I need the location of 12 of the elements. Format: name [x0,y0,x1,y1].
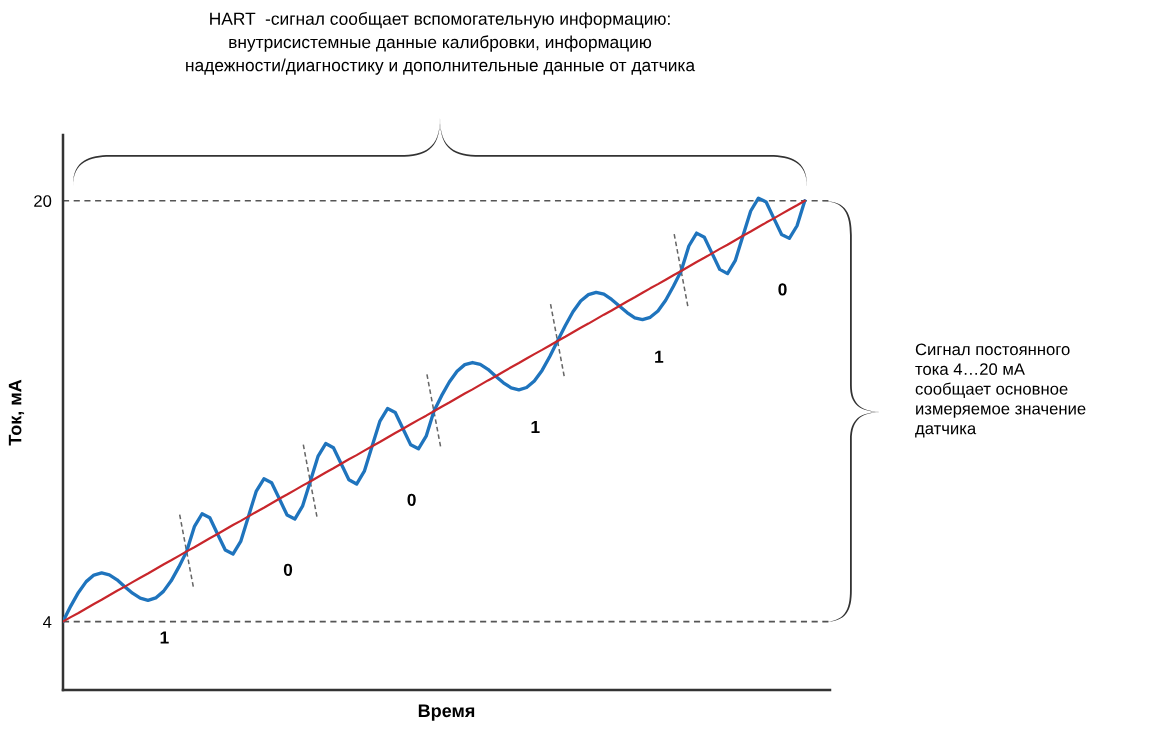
y-tick-label: 4 [43,616,52,628]
annotation: 0 [283,563,293,576]
x-axis-title: Время [418,704,475,721]
annotation: 0 [778,283,787,296]
chart-title: HART -сигнал сообщает вспомогательную информацию: внутрисистемные данные калибровки, информацию надежности/диагностику и дополнительные данные от датчика [186,12,696,75]
y-axis-title: Ток, мА [8,379,25,446]
y-tick-label: 20 [34,195,52,207]
annotation: 0 [407,493,416,506]
annotation: 1 [160,631,169,644]
annotation: 1 [531,421,540,433]
text: Сигнал постоянного тока 4…20 мА сообщает основное измеряемое значение датчика [915,343,1086,438]
annotation: 1 [655,350,664,363]
